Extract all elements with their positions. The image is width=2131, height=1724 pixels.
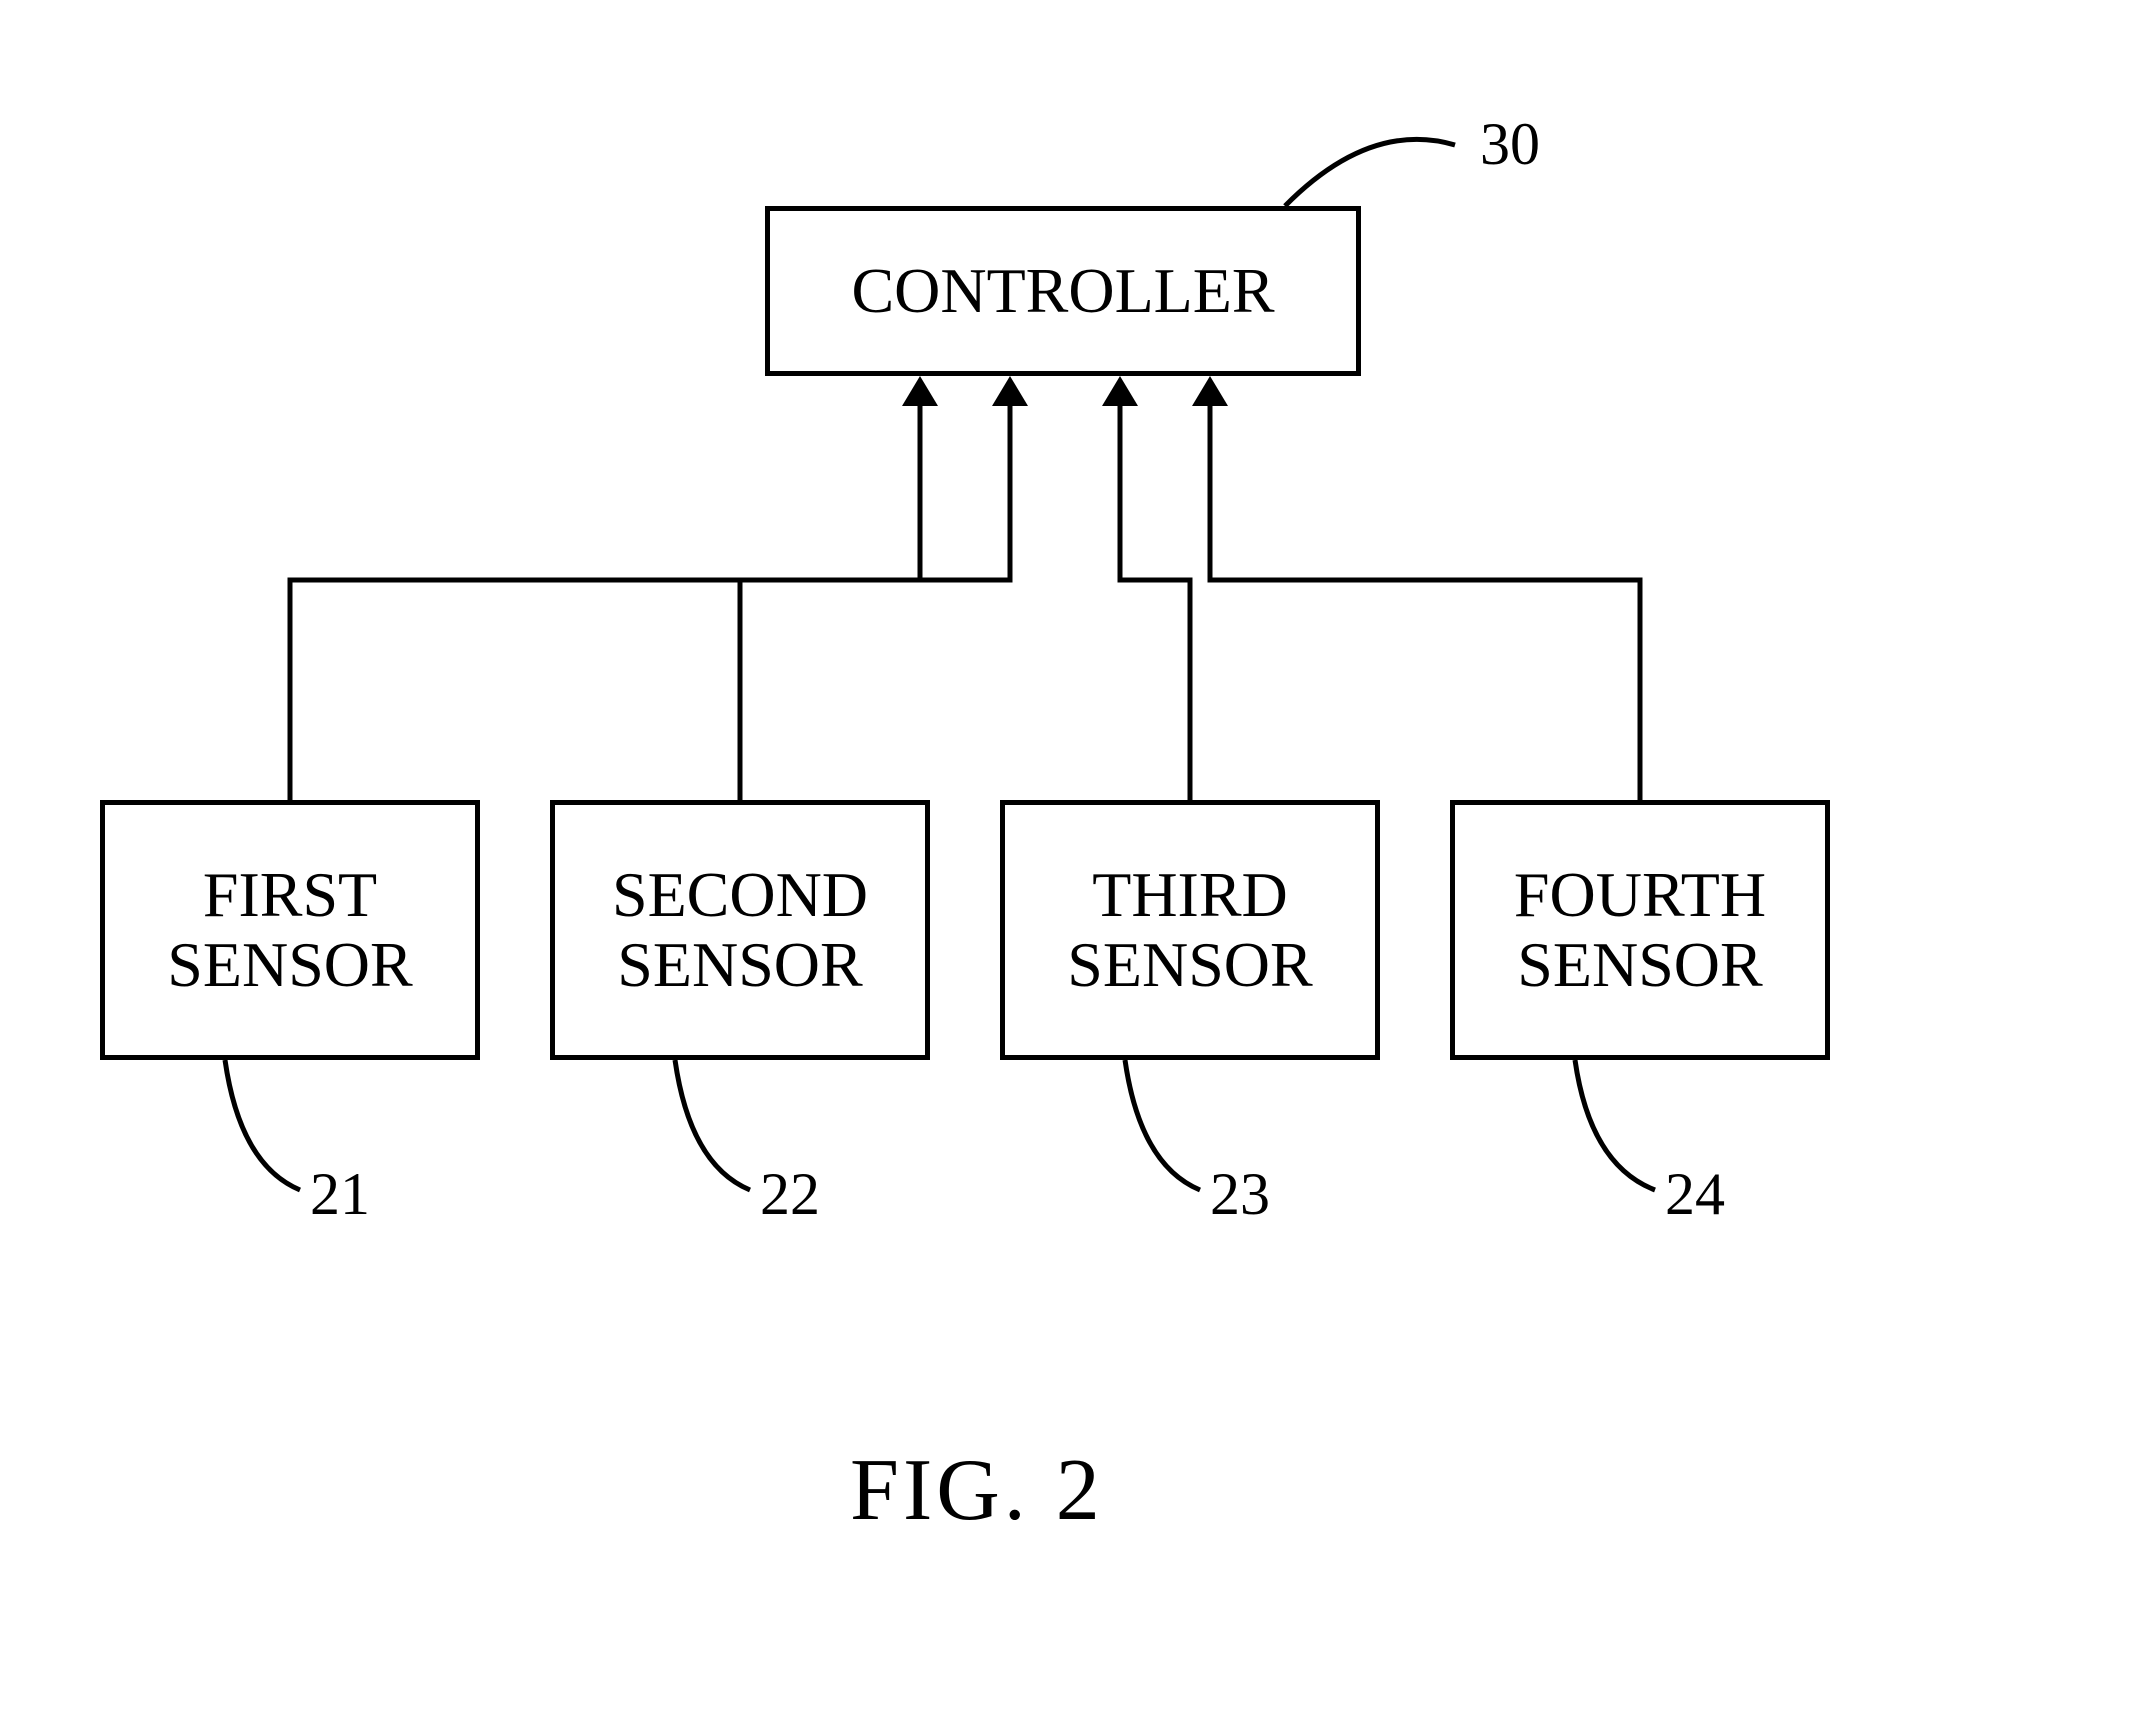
sensor-block-3: THIRD SENSOR (1000, 800, 1380, 1060)
figure-caption: FIG. 2 (850, 1440, 1104, 1541)
sensor3-line2: SENSOR (1067, 930, 1312, 1000)
sensor2-line1: SECOND (612, 860, 868, 930)
sensor1-line1: FIRST (203, 860, 377, 930)
diagram-canvas: CONTROLLER FIRST SENSOR SECOND SENSOR TH… (0, 0, 2131, 1724)
sensor-block-2: SECOND SENSOR (550, 800, 930, 1060)
sensor4-line1: FOURTH (1514, 860, 1766, 930)
controller-block: CONTROLLER (765, 206, 1361, 376)
sensor4-line2: SENSOR (1517, 930, 1762, 1000)
controller-ref-label: 30 (1480, 110, 1540, 179)
sensor4-ref-label: 24 (1665, 1160, 1725, 1229)
sensor-block-1: FIRST SENSOR (100, 800, 480, 1060)
sensor1-line2: SENSOR (167, 930, 412, 1000)
sensor3-line1: THIRD (1092, 860, 1288, 930)
sensor3-ref-label: 23 (1210, 1160, 1270, 1229)
sensor1-ref-label: 21 (310, 1160, 370, 1229)
controller-label: CONTROLLER (851, 256, 1274, 326)
sensor2-ref-label: 22 (760, 1160, 820, 1229)
sensor-block-4: FOURTH SENSOR (1450, 800, 1830, 1060)
sensor2-line2: SENSOR (617, 930, 862, 1000)
